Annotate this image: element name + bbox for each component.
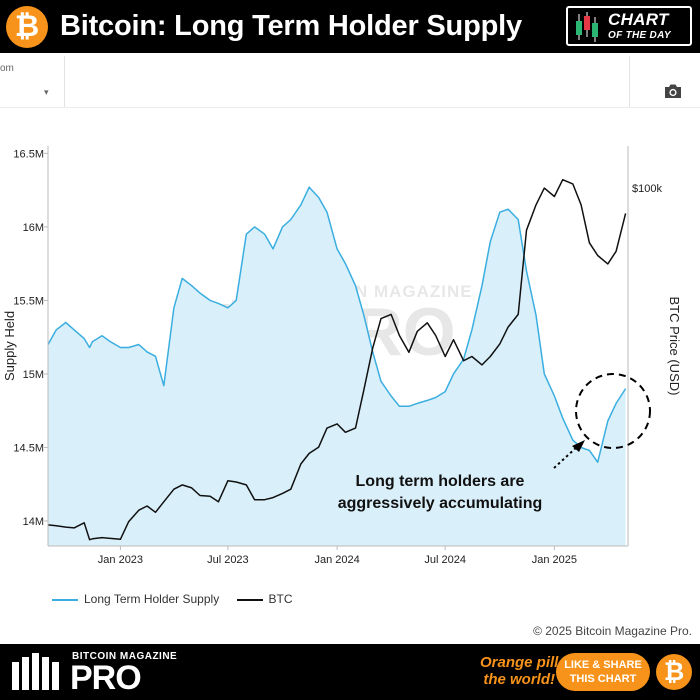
legend-label-lth: Long Term Holder Supply — [84, 592, 220, 606]
toolbar-bottom-border — [0, 107, 700, 108]
x-tick-label: Jul 2023 — [207, 554, 249, 566]
x-tick-label: Jul 2024 — [424, 554, 466, 566]
dropdown-arrow-icon[interactable]: ▾ — [44, 87, 49, 97]
chart-legend: Long Term Holder Supply BTC — [52, 592, 307, 606]
badge-line-2: OF THE DAY — [608, 30, 671, 41]
toolbar-divider — [64, 56, 65, 108]
camera-icon[interactable] — [664, 83, 682, 99]
chart-toolbar: om — [0, 53, 700, 108]
footer-slogan: Orange pill the world! — [480, 654, 558, 688]
legend-item-lth[interactable]: Long Term Holder Supply — [52, 592, 219, 606]
legend-label-btc: BTC — [268, 592, 293, 606]
annotation-line-2: aggressively accumulating — [338, 495, 543, 512]
like-share-button[interactable]: LIKE & SHARE THIS CHART — [556, 653, 650, 691]
legend-swatch-btc — [236, 598, 263, 601]
btc-price-line — [47, 178, 627, 541]
y-left-tick-label: 16.5M — [13, 148, 44, 160]
bitcoin-logo-icon: ₿ — [6, 6, 48, 48]
badge-line-1: CHART — [608, 10, 669, 29]
lth-supply-area — [48, 187, 626, 546]
y-left-tick-label: 15M — [23, 369, 44, 381]
toolbar-truncated-label: om — [0, 63, 14, 74]
bitcoin-magazine-logo-icon — [12, 653, 59, 690]
y-left-tick-label: 16M — [23, 222, 44, 234]
footer-brand-big: PRO — [70, 659, 142, 697]
y-left-tick-label: 14M — [23, 516, 44, 528]
legend-swatch-lth — [52, 598, 78, 601]
toolbar-divider — [629, 56, 630, 108]
y-right-tick-label: $100k — [632, 183, 662, 195]
footer-bar: BITCOIN MAGAZINE PRO Orange pill the wor… — [0, 644, 700, 700]
annotation-line-1: Long term holders are — [356, 473, 525, 490]
highlight-circle — [575, 373, 651, 449]
y-left-tick-label: 15.5M — [13, 295, 44, 307]
footer-slogan-line-1: Orange pill — [480, 654, 559, 671]
chart-of-the-day-badge: CHART OF THE DAY — [566, 6, 692, 46]
share-line-1: LIKE & SHARE — [564, 659, 642, 671]
header-bar: ₿ Bitcoin: Long Term Holder Supply CHART… — [0, 0, 700, 53]
annotation-arrowhead — [572, 440, 585, 452]
y-left-tick-label: 14.5M — [13, 442, 44, 454]
x-tick-label: Jan 2024 — [314, 554, 359, 566]
footer-slogan-line-2: the world! — [483, 671, 556, 688]
x-tick-label: Jan 2023 — [98, 554, 143, 566]
y-axis-left-ticks: 14M 14.5M 15M 15.5M 16M 16.5M — [13, 148, 48, 528]
legend-item-btc[interactable]: BTC — [236, 592, 293, 606]
lth-supply-line — [47, 186, 627, 463]
share-line-2: THIS CHART — [569, 673, 637, 685]
copyright-text: © 2025 Bitcoin Magazine Pro. — [533, 624, 692, 638]
bitcoin-logo-icon: ₿ — [656, 654, 692, 690]
x-axis-ticks: Jan 2023 Jul 2023 Jan 2024 Jul 2024 Jan 2025 — [98, 546, 577, 566]
chart-area: BITCOIN MAGAZINE PRO 14M14.5M15M15.5M16M… — [2, 146, 682, 566]
candlestick-icon — [576, 12, 598, 42]
y-axis-right-ticks: $100k — [632, 183, 662, 195]
y-axis-left-label: Supply Held — [2, 311, 17, 381]
page-title: Bitcoin: Long Term Holder Supply — [60, 10, 522, 42]
x-tick-label: Jan 2025 — [532, 554, 577, 566]
footer-brand-small: BITCOIN MAGAZINE — [72, 651, 178, 662]
y-axis-right-label: BTC Price (USD) — [667, 297, 682, 396]
